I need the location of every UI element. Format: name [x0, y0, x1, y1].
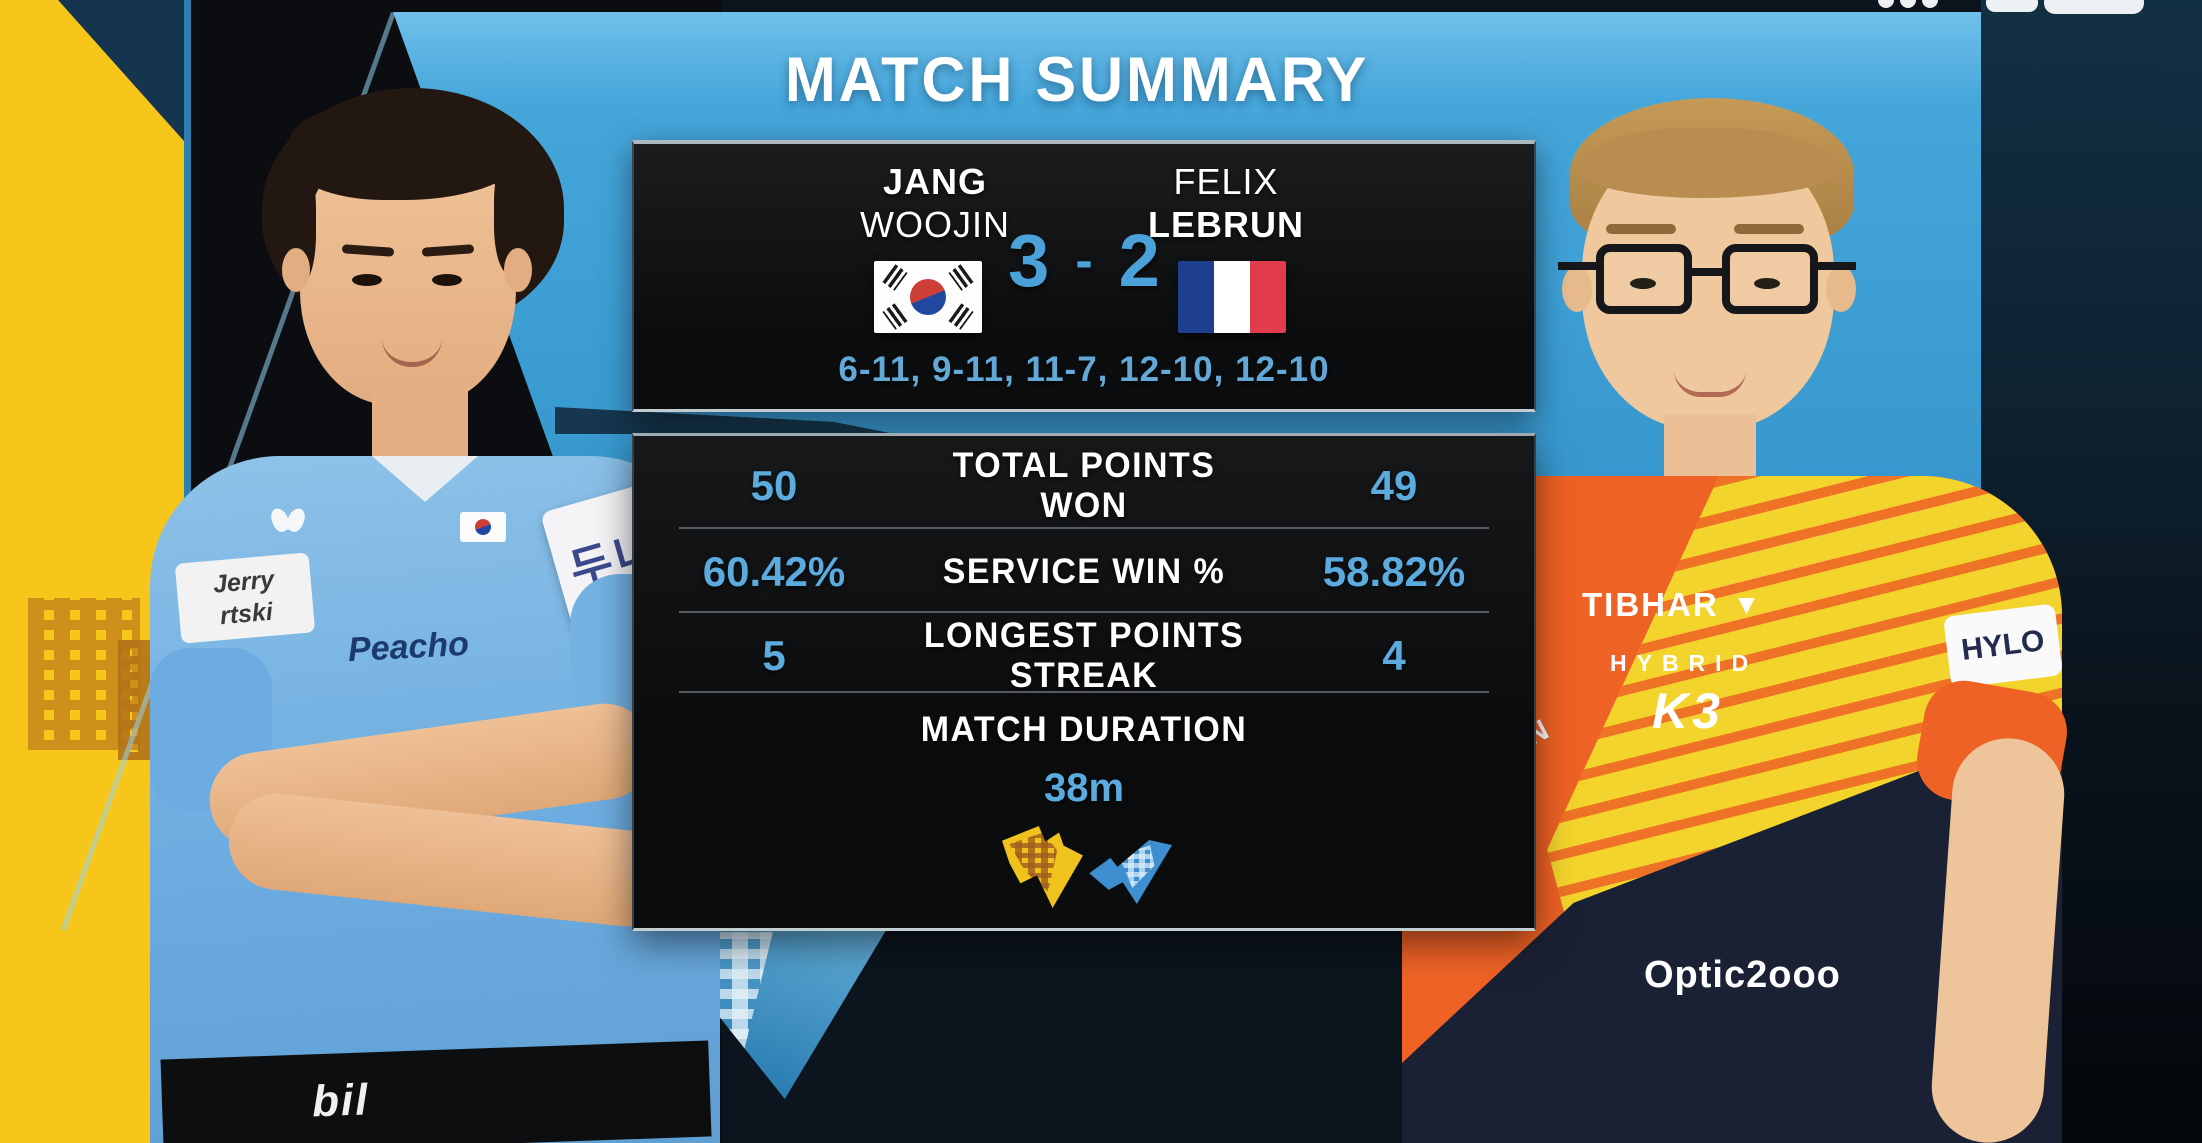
event-logo — [1002, 826, 1172, 912]
tibhar-logo-icon: ▼ — [1732, 589, 1763, 620]
stat-right-value: 58.82% — [1322, 548, 1466, 595]
logo-building-pattern — [1009, 832, 1058, 892]
chest-brand-text: Peacho — [347, 624, 470, 670]
logo-building-pattern — [1119, 845, 1155, 888]
player-name-left: JANG WOOJIN — [785, 160, 1085, 246]
trigram — [882, 264, 908, 291]
match-stats-panel: 50 TOTAL POINTS WON 49 60.42% SERVICE WI… — [632, 433, 1536, 931]
hair-bangs — [288, 104, 526, 200]
france-flag — [1178, 261, 1286, 333]
match-score-box: JANG WOOJIN FELIX LEBRUN 3 - 2 6-11, 9-1… — [632, 140, 1536, 412]
eyebrow — [1606, 224, 1676, 234]
divider — [679, 691, 1489, 693]
glasses-temple — [1558, 262, 1598, 270]
stat-left-value: 60.42% — [702, 548, 846, 595]
mouth — [382, 338, 442, 367]
trigram — [948, 303, 974, 330]
player-right-last-name: LEBRUN — [1148, 204, 1304, 245]
video-ui-fragment[interactable] — [1900, 0, 1916, 8]
trigram — [948, 264, 974, 291]
trigram — [882, 303, 908, 330]
game-scores: 6-11, 9-11, 11-7, 12-10, 12-10 — [838, 350, 1330, 389]
player-left-last-name: WOOJIN — [860, 204, 1010, 245]
event-logo-right-check — [1089, 840, 1172, 904]
ear — [1826, 266, 1856, 312]
hylo-patch: HYLO — [1943, 603, 2063, 689]
video-ui-fragment[interactable] — [1986, 0, 2038, 12]
score-left: 3 — [1008, 219, 1050, 302]
taegeuk-symbol — [904, 273, 952, 321]
eyebrow — [1734, 224, 1804, 234]
event-logo-left-check — [1002, 826, 1083, 908]
match-duration-label: MATCH DURATION — [920, 710, 1248, 749]
stat-left-value: 5 — [762, 632, 786, 679]
jersey-brand-row: TIBHAR ▼ — [1582, 586, 1762, 624]
south-korea-flag — [874, 261, 982, 333]
eye — [1630, 278, 1656, 289]
player-name-right: FELIX LEBRUN — [1076, 160, 1376, 246]
stat-row-service-win: 60.42% SERVICE WIN % 58.82% — [634, 530, 1534, 614]
divider — [679, 611, 1489, 613]
jersey-hybrid-text: HYBRID — [1610, 650, 1759, 676]
brand-text: TIBHAR — [1582, 586, 1719, 623]
stat-label: SERVICE WIN % — [942, 552, 1226, 591]
ear — [504, 248, 532, 292]
eye — [432, 274, 462, 286]
stat-row-total-points: 50 TOTAL POINTS WON 49 — [634, 444, 1534, 528]
player-right-first-name: FELIX — [1173, 161, 1279, 202]
stat-left-value: 50 — [750, 462, 798, 509]
video-ui-fragment[interactable] — [1922, 0, 1938, 8]
ear — [1562, 266, 1592, 312]
jersey-k3-text: K3 — [1652, 683, 1724, 739]
glasses-temple — [1816, 262, 1856, 270]
glasses-bridge — [1688, 268, 1724, 276]
player-photo-left-jang-woojin: Jerry rtski Peacho 두나무 bil — [150, 88, 734, 1143]
page-title: MATCH SUMMARY — [784, 45, 1370, 115]
stat-row-longest-streak: 5 LONGEST POINTS STREAK 4 — [634, 614, 1534, 698]
match-duration-value: 38m — [1043, 766, 1125, 810]
korea-flag-patch — [460, 512, 506, 542]
eye — [1754, 278, 1780, 289]
video-ui-fragment[interactable] — [2044, 0, 2144, 14]
divider — [679, 527, 1489, 529]
stat-right-value: 4 — [1382, 632, 1406, 679]
sponsor-patch: Jerry rtski — [174, 552, 316, 644]
hair-fringe — [1580, 128, 1836, 198]
glasses-lens — [1596, 244, 1692, 314]
match-score: 3 - 2 — [634, 218, 1534, 303]
ear — [282, 248, 310, 292]
score-separator: - — [1075, 232, 1093, 290]
stat-label: TOTAL POINTS WON — [952, 446, 1216, 525]
waistband-brand: bil — [160, 1040, 712, 1143]
stat-label: LONGEST POINTS STREAK — [923, 616, 1245, 695]
score-right: 2 — [1118, 219, 1160, 302]
eye — [352, 274, 382, 286]
stat-right-value: 49 — [1370, 462, 1418, 509]
mouth — [1674, 370, 1746, 397]
player-left-first-name: JANG — [882, 161, 988, 202]
butterfly-logo — [267, 505, 310, 538]
hem-sponsor: Optic2ooo — [1644, 954, 1841, 996]
video-ui-fragment[interactable] — [1878, 0, 1894, 8]
